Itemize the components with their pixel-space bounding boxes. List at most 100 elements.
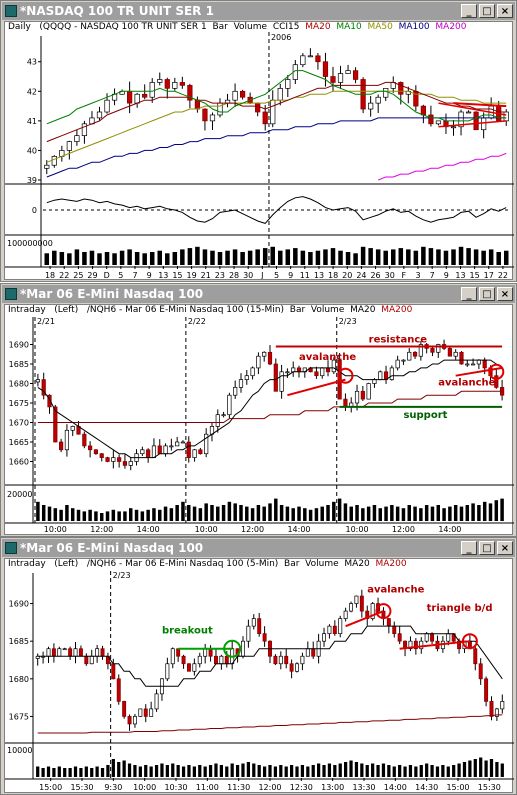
volume-bar <box>82 252 87 265</box>
x-tick-label: 11:30 <box>227 783 250 792</box>
candle-body <box>219 655 224 665</box>
volume-bar <box>308 509 313 521</box>
volume-bar <box>315 250 321 265</box>
x-tick-label: 15 <box>470 271 480 279</box>
volume-bar <box>484 760 488 777</box>
x-tick-label: 22 <box>59 271 69 279</box>
chart-pane[interactable]: Intraday (Left) /NQH6 - Mar 06 E-Mini Na… <box>4 558 514 793</box>
triangle-label: triangle b/d <box>427 603 493 614</box>
y-tick-label: 39 <box>27 176 37 185</box>
close-button[interactable]: × <box>497 4 513 18</box>
candle-body <box>127 90 133 104</box>
candle-body <box>424 633 429 642</box>
volume-bar <box>289 765 294 777</box>
y-tick-label: 1685 <box>9 360 29 369</box>
minimize-button[interactable]: _ <box>461 4 477 18</box>
candle-body <box>311 648 316 657</box>
maximize-button[interactable]: □ <box>479 287 495 301</box>
minimize-button[interactable]: _ <box>461 541 477 555</box>
volume-bar <box>138 766 142 777</box>
candle-body <box>428 114 434 125</box>
candle-body <box>215 414 220 427</box>
volume-bar <box>443 250 449 265</box>
volume-bar <box>149 252 155 265</box>
volume-bar <box>430 765 434 777</box>
candle-body <box>175 441 180 447</box>
x-tick-label: 13 <box>314 271 324 279</box>
volume-bar <box>257 765 261 777</box>
candle-body <box>296 367 302 373</box>
volume-bar <box>36 501 40 521</box>
volume-bar <box>154 765 159 777</box>
volume-bar <box>53 508 58 521</box>
volume-bar <box>225 766 229 777</box>
candle-body <box>140 449 145 455</box>
x-tick-label: 9 <box>444 271 449 279</box>
volume-bar <box>82 511 87 521</box>
volume-bar <box>366 506 371 521</box>
candle-body <box>289 663 294 672</box>
candle-body <box>273 363 278 392</box>
volume-bar <box>442 508 446 521</box>
candle-body <box>322 633 326 642</box>
volume-bar <box>353 253 358 265</box>
volume-bar <box>133 765 137 777</box>
x-tick-label: 18 <box>328 271 338 279</box>
window-title: *Mar 06 E-Mini Nasdaq 100 <box>20 541 204 555</box>
chart-pane[interactable]: Daily (QQQQ - NASDAQ 100 TR UNIT SER 1 B… <box>4 21 514 280</box>
candle-body <box>279 371 284 392</box>
ma20-line <box>46 81 507 143</box>
candle-body <box>360 390 365 400</box>
volume-bar <box>401 508 406 521</box>
volume-bar <box>210 505 214 521</box>
chart-pane[interactable]: Intraday (Left) /NQH6 - Mar 06 E-Mini Na… <box>4 304 514 535</box>
intraday-5min-chart: 1675 1680 1685 1690 2/23 breakout avalanchetri… <box>5 571 514 792</box>
close-button[interactable]: × <box>497 541 513 555</box>
volume-bar <box>395 506 400 521</box>
volume-bar <box>52 250 57 265</box>
candle-body <box>157 445 162 455</box>
x-tick-label: 10:30 <box>164 783 187 792</box>
candle-body <box>208 648 213 657</box>
volume-bar <box>181 766 186 777</box>
volume-bar <box>384 506 388 521</box>
candle-body <box>93 449 99 455</box>
volume-bar <box>262 248 268 265</box>
volume-bar <box>349 760 353 777</box>
candle-body <box>267 351 273 365</box>
window-titlebar[interactable]: *Mar 06 E-Mini Nasdaq 100 _ □ × <box>2 285 515 303</box>
candle-body <box>66 141 72 151</box>
volume-bar <box>297 506 301 521</box>
volume-bar <box>97 253 102 265</box>
volume-label: Volume <box>310 305 345 315</box>
candle-body <box>157 79 163 83</box>
volume-bar <box>488 249 494 265</box>
resistance-line <box>453 102 507 108</box>
volume-bar <box>106 765 110 777</box>
close-button[interactable]: × <box>497 287 513 301</box>
candle-body <box>320 367 325 377</box>
candle-body <box>383 87 389 98</box>
candle-body <box>465 111 472 114</box>
volume-bar <box>378 508 382 521</box>
volume-bar <box>453 505 458 521</box>
candle-body <box>322 61 329 77</box>
volume-bar <box>477 505 481 521</box>
maximize-button[interactable]: □ <box>479 4 495 18</box>
volume-label: Volume <box>233 22 268 32</box>
candle-body <box>134 93 140 104</box>
minimize-button[interactable]: _ <box>461 287 477 301</box>
window-titlebar[interactable]: *NASDAQ 100 TR UNIT SER 1 _ □ × <box>2 2 515 20</box>
x-tick-label: 13 <box>455 271 465 279</box>
window-titlebar[interactable]: *Mar 06 E-Mini Nasdaq 100 _ □ × <box>2 539 515 557</box>
volume-bar <box>473 249 479 265</box>
volume-bar <box>392 766 396 777</box>
volume-bar <box>273 766 278 777</box>
candle-body <box>146 449 151 458</box>
x-tick-label: 13:00 <box>321 783 344 792</box>
volume-bar <box>338 250 343 265</box>
maximize-button[interactable]: □ <box>479 541 495 555</box>
volume-bar <box>468 760 472 777</box>
volume-bar <box>360 763 364 777</box>
symbol-label: (QQQQ - NASDAQ 100 TR UNIT SER 1 <box>39 22 207 32</box>
